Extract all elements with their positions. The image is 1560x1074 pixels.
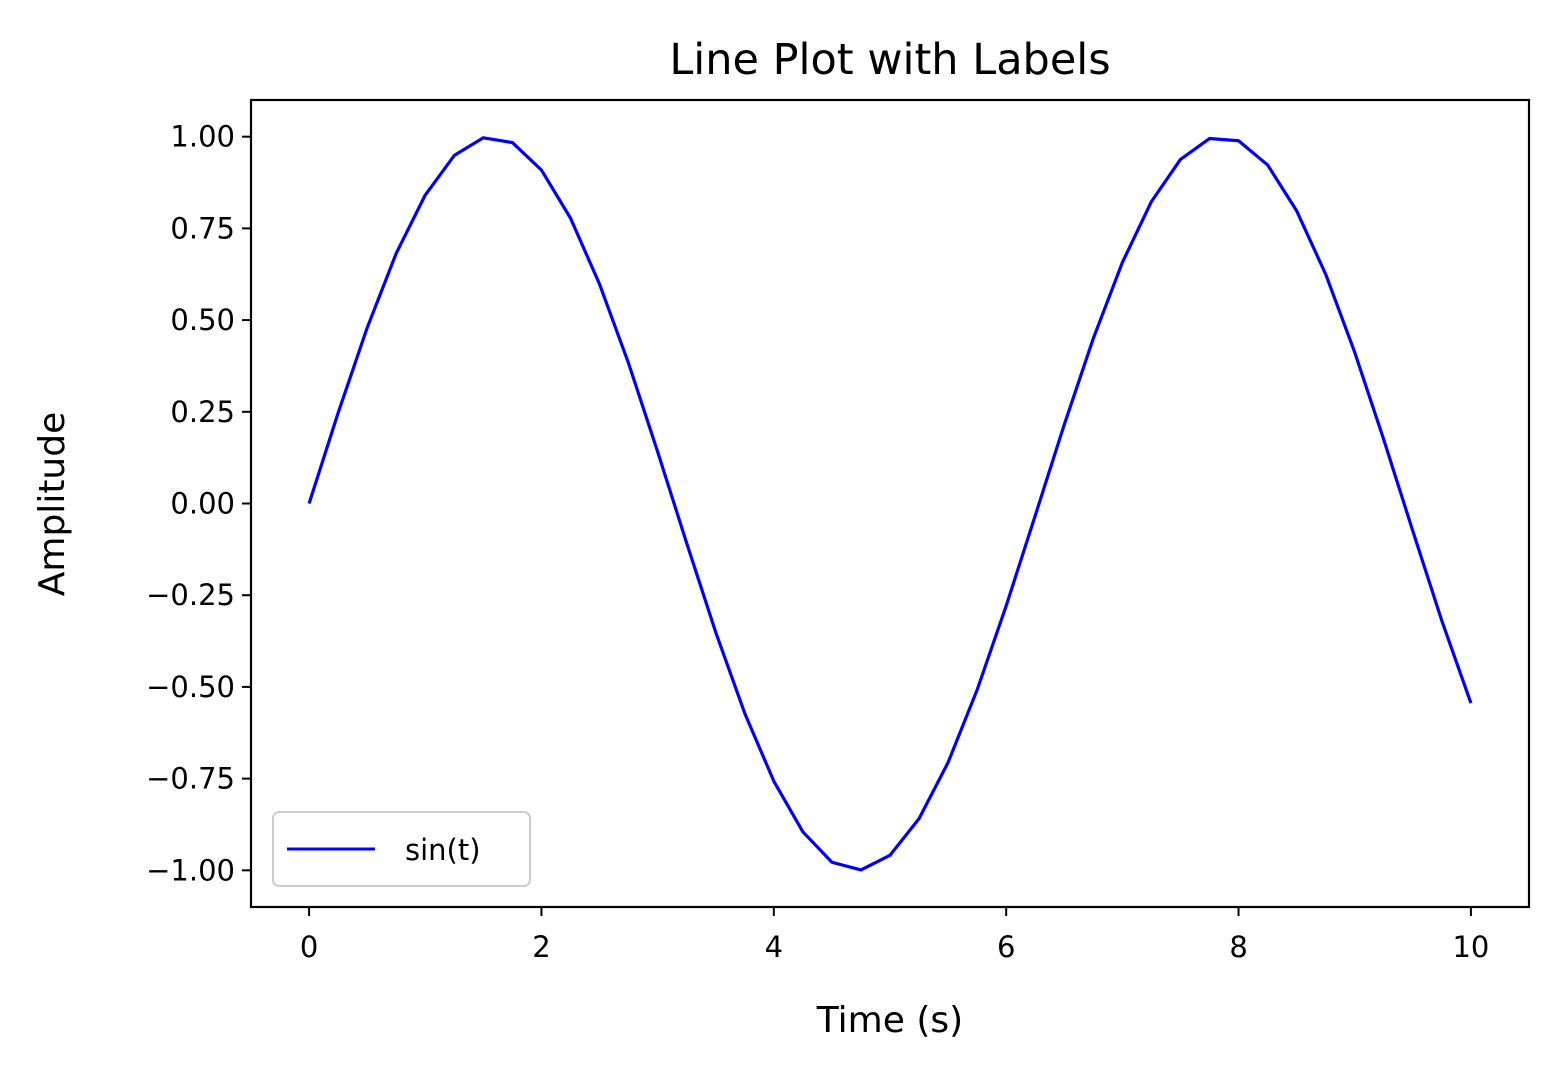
legend: sin(t)	[272, 811, 531, 887]
y-axis-label: Amplitude	[32, 412, 73, 596]
x-tick-label: 6	[997, 930, 1015, 964]
x-axis: 0 2 4 6 8 10	[300, 907, 1489, 964]
y-tick-label: −1.00	[146, 853, 235, 887]
y-tick-label: 0.25	[170, 395, 235, 429]
plot-area-frame	[249, 98, 1531, 909]
y-tick-label: 0.75	[170, 211, 235, 245]
y-tick-label: −0.75	[146, 762, 235, 796]
x-tick-label: 8	[1229, 930, 1247, 964]
y-tick-label: 0.50	[170, 303, 235, 337]
y-tick-label: −0.25	[146, 578, 235, 612]
y-tick-label: −0.50	[146, 670, 235, 704]
x-tick-label: 2	[532, 930, 550, 964]
y-tick-label: 1.00	[170, 120, 235, 154]
chart-title: Line Plot with Labels	[669, 35, 1110, 85]
y-tick-label: 0.00	[170, 487, 235, 521]
legend-box	[272, 811, 531, 887]
series-line-0	[307, 136, 1473, 872]
y-axis: 1.00 0.75 0.50 0.25 0.00 −0.25 −0.50 −0.75 −1.00	[146, 120, 251, 887]
x-axis-label: Time (s)	[816, 1000, 963, 1041]
x-tick-label: 10	[1452, 930, 1489, 964]
x-tick-label: 0	[300, 930, 318, 964]
x-tick-label: 4	[765, 930, 783, 964]
legend-label-sin: sin(t)	[405, 833, 481, 867]
